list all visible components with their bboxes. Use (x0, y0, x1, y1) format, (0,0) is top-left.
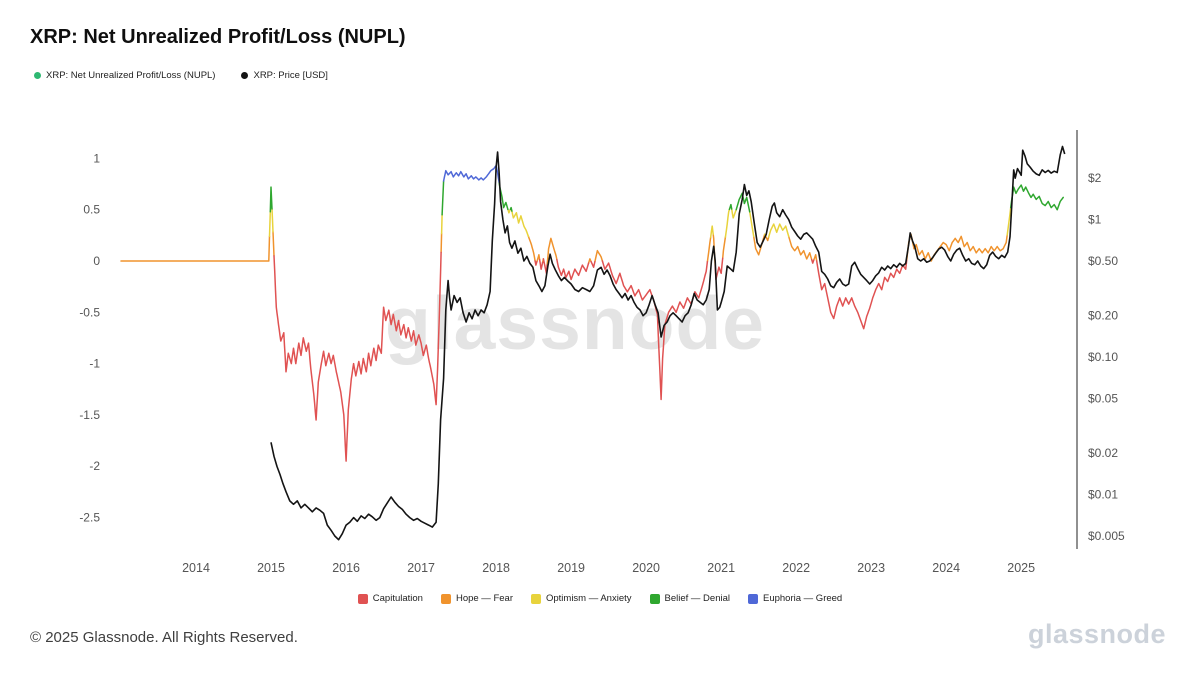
left-axis-tick-label: -2.5 (79, 511, 100, 525)
right-axis-tick-label: $0.01 (1088, 488, 1118, 502)
nupl-series-dot-icon (34, 72, 41, 79)
legend-item-nupl[interactable]: XRP: Net Unrealized Profit/Loss (NUPL) (34, 70, 215, 81)
x-axis-tick-label: 2022 (782, 561, 810, 575)
right-axis-tick-label: $0.10 (1088, 350, 1118, 364)
right-axis-tick-label: $0.20 (1088, 309, 1118, 323)
price-line (270, 145, 1066, 541)
x-axis-tick-label: 2014 (182, 561, 210, 575)
zone-legend-label: Belief — Denial (664, 593, 730, 604)
left-axis-tick-label: 1 (93, 151, 100, 165)
left-axis-tick-label: 0 (93, 254, 100, 268)
x-axis-tick-label: 2021 (707, 561, 735, 575)
zone-legend: Capitulation Hope — Fear Optimism — Anxi… (0, 593, 1200, 604)
glassnode-logo: glassnode (1027, 619, 1166, 649)
legend-item-label: XRP: Price [USD] (253, 70, 328, 81)
x-axis-tick-label: 2017 (407, 561, 435, 575)
nupl-line (269, 180, 1064, 216)
belief-denial-swatch-icon (649, 593, 660, 604)
copyright-text: © 2025 Glassnode. All Rights Reserved. (30, 629, 298, 646)
x-axis-tick-label: 2023 (857, 561, 885, 575)
page-title: XRP: Net Unrealized Profit/Loss (NUPL) (30, 26, 406, 48)
nupl-line (120, 231, 1008, 267)
x-axis-tick-label: 2019 (557, 561, 585, 575)
x-axis-tick-label: 2018 (482, 561, 510, 575)
left-axis-tick-label: -2 (89, 459, 100, 473)
x-axis-tick-label: 2015 (257, 561, 285, 575)
series-legend: XRP: Net Unrealized Profit/Loss (NUPL) X… (34, 70, 328, 81)
left-axis-tick-label: -1 (89, 357, 100, 371)
zone-legend-item-capitulation[interactable]: Capitulation (357, 593, 423, 604)
capitulation-swatch-icon (357, 593, 368, 604)
zone-legend-item-euphoria-greed[interactable]: Euphoria — Greed (748, 593, 842, 604)
x-axis-tick-label: 2016 (332, 561, 360, 575)
zone-legend-label: Euphoria — Greed (763, 593, 843, 604)
zone-legend-item-optimism-anxiety[interactable]: Optimism — Anxiety (530, 593, 632, 604)
nupl-line (268, 206, 1012, 238)
legend-item-label: XRP: Net Unrealized Profit/Loss (NUPL) (46, 70, 216, 81)
zone-legend-label: Hope — Fear (455, 593, 513, 604)
right-axis-tick-label: $1 (1088, 213, 1102, 227)
x-axis-tick-label: 2025 (1007, 561, 1035, 575)
right-axis-tick-label: $0.005 (1088, 529, 1125, 543)
legend-item-price[interactable]: XRP: Price [USD] (241, 70, 328, 81)
euphoria-greed-swatch-icon (748, 593, 758, 604)
zone-legend-label: Capitulation (372, 593, 423, 604)
x-axis-tick-label: 2020 (632, 561, 660, 575)
hope-fear-swatch-icon (440, 593, 451, 604)
right-axis-tick-label: $0.50 (1088, 254, 1118, 268)
right-axis-tick-label: $0.02 (1088, 446, 1118, 460)
right-axis-tick-label: $2 (1088, 171, 1102, 185)
left-axis-tick-label: 0.5 (83, 203, 100, 217)
nupl-line (442, 164, 500, 184)
optimism-anxiety-swatch-icon (530, 593, 541, 604)
zone-legend-item-belief-denial[interactable]: Belief — Denial (649, 593, 730, 604)
left-axis-tick-label: -0.5 (79, 305, 100, 319)
zone-legend-label: Optimism — Anxiety (545, 593, 632, 604)
price-series-dot-icon (241, 72, 249, 79)
zone-legend-item-hope-fear[interactable]: Hope — Fear (440, 593, 513, 604)
glassnode-watermark: glassnode (385, 281, 765, 365)
x-axis-tick-label: 2024 (932, 561, 960, 575)
nupl-line (273, 251, 908, 462)
right-axis-tick-label: $0.05 (1088, 392, 1118, 406)
left-axis-tick-label: -1.5 (79, 408, 100, 422)
